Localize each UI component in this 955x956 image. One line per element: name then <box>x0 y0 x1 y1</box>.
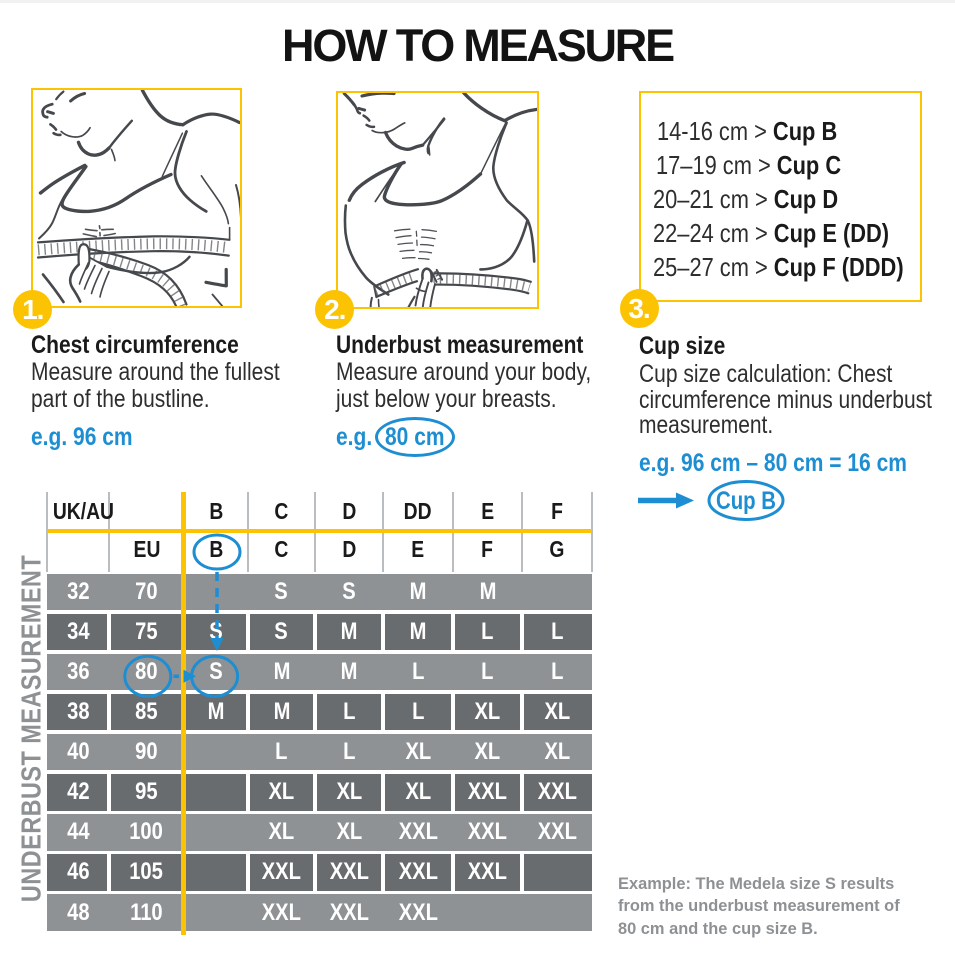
svg-text:Cup B: Cup B <box>716 487 776 515</box>
